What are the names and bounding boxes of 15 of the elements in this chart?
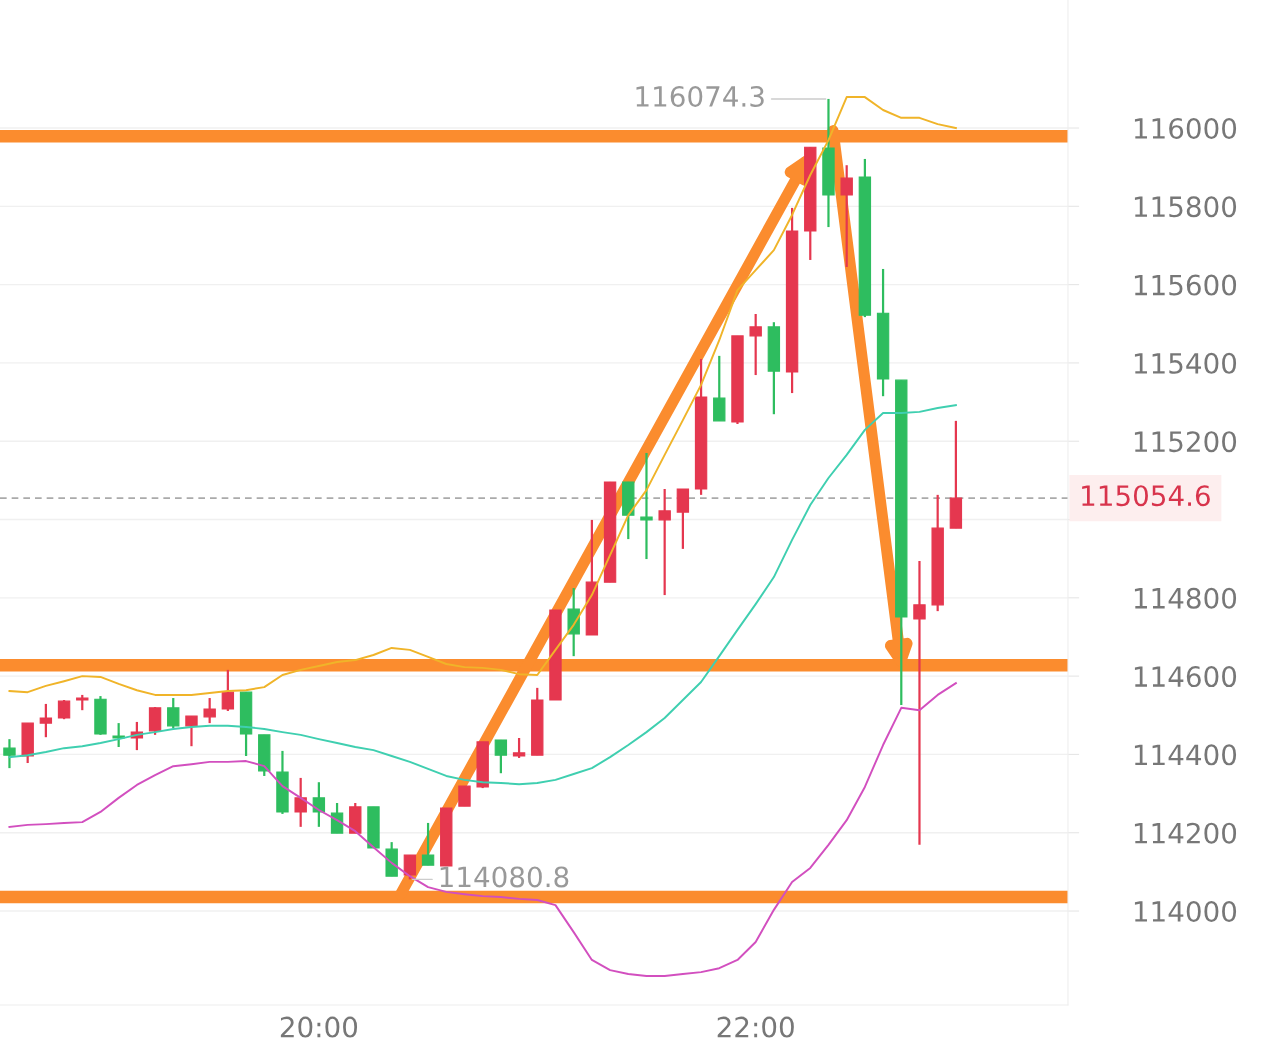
x-tick-label: 20:00 (280, 1016, 358, 1038)
ref-line-label: 115054.6 (1082, 485, 1210, 507)
annotation: 114080.8 (440, 866, 569, 888)
y-tick-label: 114800 (1134, 587, 1237, 609)
y-tick-label: 115800 (1134, 196, 1237, 218)
x-tick-label: 22:00 (717, 1016, 794, 1038)
y-tick-label: 115400 (1134, 352, 1237, 374)
annotation: 116074.3 (636, 85, 764, 107)
y-tick-label: 115200 (1134, 431, 1237, 453)
y-tick-label: 115600 (1134, 274, 1237, 296)
y-tick-label: 114000 (1134, 900, 1237, 922)
y-tick-label: 114400 (1134, 744, 1237, 766)
y-tick-label: 114200 (1134, 822, 1237, 844)
y-tick-label: 114600 (1134, 666, 1237, 688)
y-tick-label: 116000 (1134, 117, 1237, 139)
